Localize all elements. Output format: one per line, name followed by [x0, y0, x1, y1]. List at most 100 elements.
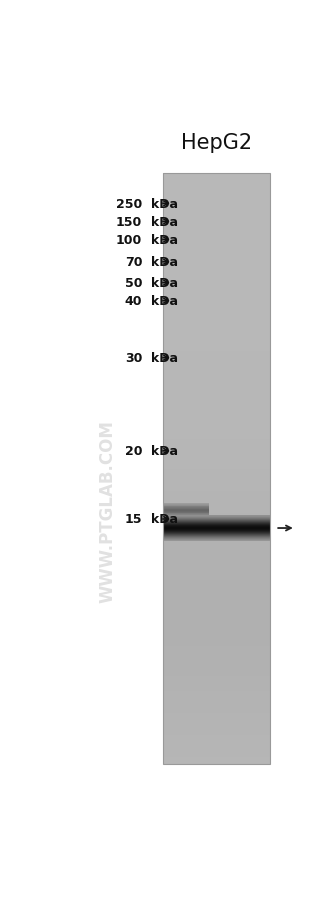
- Bar: [163, 602, 270, 610]
- Bar: [163, 270, 270, 278]
- Bar: [163, 262, 270, 271]
- Text: 30: 30: [125, 352, 142, 364]
- Text: 150: 150: [116, 216, 142, 228]
- Text: WWW.PTGLAB.COM: WWW.PTGLAB.COM: [99, 419, 117, 603]
- Bar: [163, 512, 209, 513]
- Bar: [163, 646, 270, 654]
- Bar: [163, 594, 270, 603]
- Bar: [163, 226, 270, 234]
- Bar: [163, 515, 209, 516]
- Bar: [163, 616, 270, 624]
- Text: kDa: kDa: [151, 256, 178, 269]
- Bar: [163, 504, 209, 505]
- Bar: [163, 254, 270, 262]
- Bar: [163, 174, 270, 765]
- Text: 20: 20: [125, 445, 142, 458]
- Bar: [163, 284, 270, 292]
- Bar: [163, 328, 270, 336]
- Bar: [163, 395, 270, 403]
- Text: kDa: kDa: [151, 513, 178, 526]
- Bar: [163, 402, 270, 410]
- Bar: [163, 506, 209, 507]
- Bar: [163, 321, 270, 329]
- Bar: [163, 461, 270, 469]
- Bar: [163, 631, 270, 640]
- Bar: [163, 233, 270, 241]
- Bar: [163, 506, 270, 513]
- Bar: [163, 505, 209, 506]
- Bar: [163, 439, 270, 447]
- Bar: [163, 572, 270, 580]
- Bar: [163, 704, 270, 713]
- Bar: [163, 508, 209, 509]
- Text: kDa: kDa: [151, 198, 178, 210]
- Bar: [163, 299, 270, 307]
- Bar: [163, 683, 270, 691]
- Text: HepG2: HepG2: [181, 133, 252, 153]
- Bar: [163, 358, 270, 366]
- Bar: [163, 668, 270, 676]
- Bar: [163, 504, 209, 505]
- Text: kDa: kDa: [151, 216, 178, 228]
- Bar: [163, 727, 270, 735]
- Bar: [163, 344, 270, 351]
- Bar: [163, 528, 270, 536]
- Bar: [163, 417, 270, 425]
- Bar: [163, 277, 270, 285]
- Bar: [163, 425, 270, 432]
- Bar: [163, 365, 270, 373]
- Text: kDa: kDa: [151, 352, 178, 364]
- Bar: [163, 380, 270, 388]
- Text: 100: 100: [116, 234, 142, 246]
- Bar: [163, 454, 270, 462]
- Bar: [163, 291, 270, 299]
- Bar: [163, 734, 270, 742]
- Text: 15: 15: [125, 513, 142, 526]
- Text: 70: 70: [125, 256, 142, 269]
- Bar: [163, 446, 270, 455]
- Bar: [163, 609, 270, 617]
- Bar: [163, 336, 270, 344]
- Bar: [163, 513, 209, 514]
- Bar: [163, 535, 270, 543]
- Text: kDa: kDa: [151, 445, 178, 458]
- Bar: [163, 514, 209, 515]
- Bar: [163, 542, 270, 550]
- Bar: [163, 210, 270, 218]
- Bar: [163, 513, 209, 514]
- Bar: [163, 565, 270, 573]
- Bar: [163, 510, 209, 511]
- Bar: [163, 508, 209, 509]
- Bar: [163, 516, 209, 517]
- Bar: [163, 587, 270, 594]
- Bar: [163, 217, 270, 226]
- Bar: [163, 388, 270, 396]
- Bar: [163, 550, 270, 558]
- Bar: [163, 196, 270, 204]
- Text: 50: 50: [125, 277, 142, 290]
- Bar: [163, 513, 270, 521]
- Bar: [163, 410, 270, 418]
- Bar: [163, 579, 270, 587]
- Text: kDa: kDa: [151, 295, 178, 308]
- Bar: [163, 181, 270, 189]
- Bar: [163, 373, 270, 381]
- Bar: [163, 517, 209, 518]
- Text: kDa: kDa: [151, 277, 178, 290]
- Bar: [163, 498, 270, 506]
- Text: 250: 250: [116, 198, 142, 210]
- Bar: [163, 750, 270, 757]
- Bar: [163, 432, 270, 440]
- Bar: [163, 623, 270, 631]
- Bar: [163, 653, 270, 661]
- Text: kDa: kDa: [151, 234, 178, 246]
- Bar: [163, 639, 270, 647]
- Text: 40: 40: [125, 295, 142, 308]
- Bar: [163, 690, 270, 698]
- Bar: [163, 517, 209, 518]
- Bar: [163, 314, 270, 322]
- Bar: [163, 307, 270, 315]
- Bar: [163, 483, 270, 492]
- Bar: [163, 476, 270, 484]
- Bar: [163, 509, 209, 510]
